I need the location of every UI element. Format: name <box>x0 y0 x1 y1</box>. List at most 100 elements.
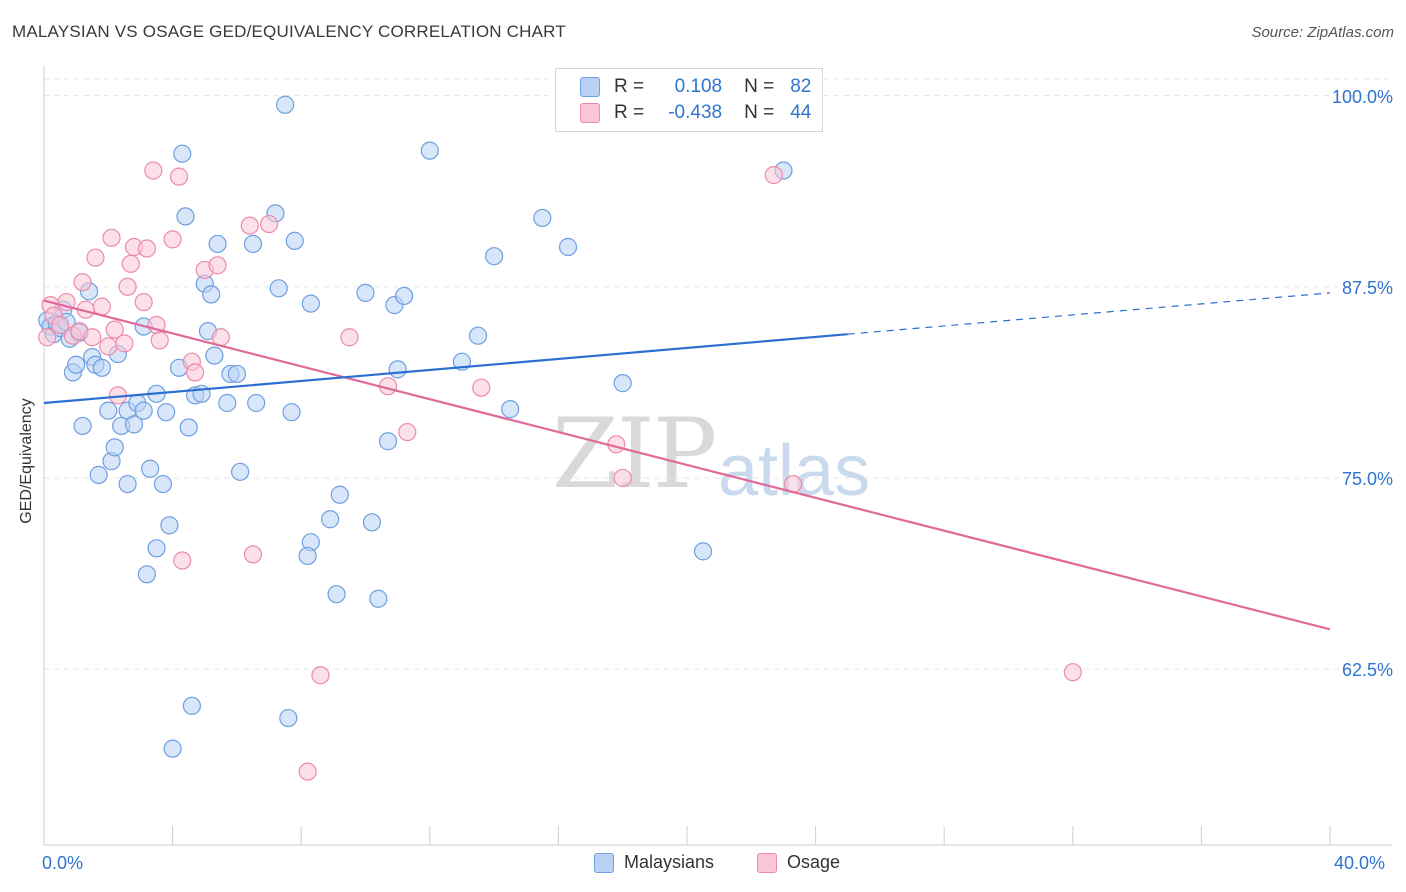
malaysian-point <box>693 542 713 561</box>
osage-point <box>613 468 632 488</box>
y-axis-label: GED/Equivalency <box>18 398 35 524</box>
osage-point <box>173 551 192 570</box>
malaysian-point <box>378 432 398 451</box>
pink-swatch <box>757 852 777 873</box>
malaysian-point <box>137 565 156 584</box>
malaysian-point <box>202 285 221 304</box>
x-tick-label-max: 40.0% <box>1334 853 1386 873</box>
osage-point <box>115 334 134 353</box>
osage-point <box>163 230 182 249</box>
osage-point <box>340 328 359 347</box>
trend-lines <box>43 292 1331 631</box>
malaysian-point <box>327 585 346 604</box>
osage-point <box>121 254 140 273</box>
osage-point <box>118 277 137 296</box>
osage-point <box>144 161 163 180</box>
malaysian-point <box>243 234 263 254</box>
legend-row-malaysians: R = 0.108 N = 82 <box>580 75 811 99</box>
malaysian-point <box>192 384 211 403</box>
r-label: R = <box>614 76 645 97</box>
malaysian-point <box>247 393 266 413</box>
legend-label-malaysians: Malaysians <box>624 852 715 872</box>
osage-point <box>50 315 70 335</box>
legend-row-osage: R = -0.438 N = 44 <box>580 101 811 125</box>
osage-point <box>764 166 783 185</box>
malaysian-point <box>73 416 92 436</box>
n-value: 44 <box>790 102 812 123</box>
malaysian-point <box>231 462 250 481</box>
malaysian-point <box>420 141 439 160</box>
osage-point <box>105 320 124 339</box>
y-tick-label: 100.0% <box>1331 87 1393 107</box>
malaysian-point <box>147 539 166 558</box>
malaysian-point <box>157 403 176 422</box>
osage-point <box>311 666 330 685</box>
osage-point <box>102 228 121 247</box>
osage-point <box>208 256 227 275</box>
malaysian-point <box>388 360 407 379</box>
malaysian-point <box>356 283 375 302</box>
malaysian-point <box>394 286 414 306</box>
osage-point <box>134 292 153 312</box>
legend-item-osage[interactable]: Osage <box>757 852 840 873</box>
legend-item-malaysians[interactable]: Malaysians <box>594 852 714 873</box>
malaysian-trend-extension <box>847 292 1331 335</box>
n-value: 82 <box>790 76 812 97</box>
watermark-atlas: atlas <box>718 431 871 511</box>
malaysian-point <box>227 364 246 384</box>
osage-point <box>99 337 118 356</box>
malaysian-point <box>134 401 153 420</box>
osage-point <box>240 216 259 235</box>
osage-point <box>186 363 205 382</box>
osage-point <box>83 328 102 347</box>
axes <box>43 65 1392 846</box>
malaysian-point <box>369 589 388 608</box>
malaysian-point <box>173 144 192 163</box>
malaysian-point <box>285 231 304 250</box>
malaysian-point <box>298 546 317 566</box>
osage-point <box>398 422 417 442</box>
malaysian-point <box>533 208 552 228</box>
x-tick-label-min: 0.0% <box>42 853 84 873</box>
chart-title: MALAYSIAN VS OSAGE GED/EQUIVALENCY CORRE… <box>12 22 566 41</box>
osage-point <box>73 273 92 292</box>
malaysians-points <box>38 95 793 758</box>
malaysian-point <box>279 708 298 728</box>
malaysian-point <box>89 465 108 484</box>
osage-point <box>298 762 317 781</box>
malaysian-point <box>160 516 179 535</box>
malaysian-point <box>218 393 237 413</box>
malaysian-point <box>176 207 195 226</box>
osage-point <box>38 328 57 347</box>
pink-swatch <box>580 103 600 123</box>
malaysian-point <box>92 358 111 377</box>
osage-point <box>259 214 279 234</box>
r-value: 0.108 <box>674 76 723 97</box>
malaysian-point <box>99 401 118 420</box>
osage-point <box>243 545 263 564</box>
watermark-zip: ZIP <box>552 398 717 510</box>
y-tick-label: 87.5% <box>1341 278 1393 298</box>
source-label: Source: ZipAtlas.com <box>1251 24 1394 41</box>
malaysian-point <box>501 400 520 419</box>
malaysian-point <box>118 474 137 494</box>
malaysian-point <box>105 438 124 457</box>
osage-point <box>472 378 491 397</box>
malaysian-point <box>362 513 382 532</box>
malaysian-point <box>182 696 201 715</box>
malaysian-point <box>205 346 224 365</box>
malaysian-point <box>558 237 578 257</box>
r-value: -0.438 <box>668 102 723 123</box>
malaysian-point <box>163 739 182 758</box>
osage-point <box>169 167 189 186</box>
y-tick-label: 62.5% <box>1341 660 1393 680</box>
osage-trend-line <box>43 299 1331 631</box>
malaysian-point <box>67 355 86 374</box>
gridlines <box>44 78 1392 670</box>
malaysian-point <box>330 485 349 504</box>
osage-point <box>1063 663 1082 682</box>
malaysian-point <box>140 459 160 478</box>
osage-point <box>137 239 156 258</box>
malaysian-point <box>276 95 295 114</box>
